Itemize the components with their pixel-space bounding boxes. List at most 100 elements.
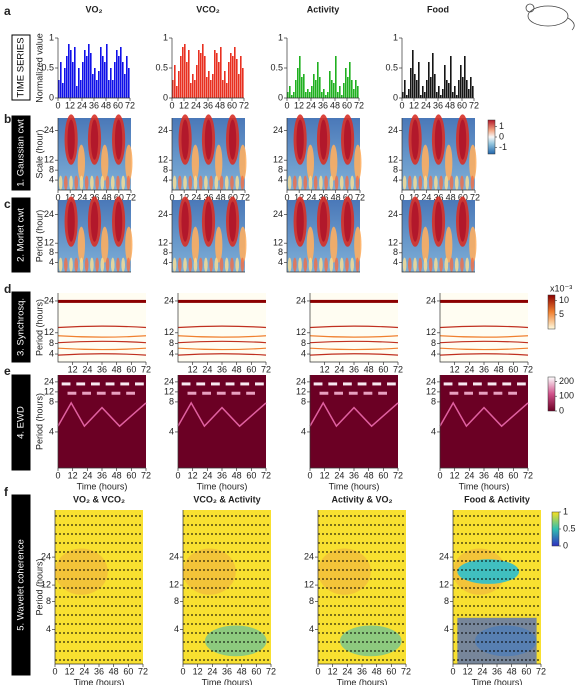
x-tick-label: 36: [492, 666, 502, 676]
x-tick-label: 36: [349, 364, 359, 374]
x-tick-label: 48: [232, 470, 242, 480]
bar: [86, 56, 88, 98]
bar: [456, 95, 458, 98]
row-label-box: [11, 115, 31, 191]
x-tick-label: 24: [79, 666, 89, 676]
heatmap-band: [111, 391, 121, 395]
heatmap-blob: [101, 144, 109, 181]
y-tick-label: 12: [169, 579, 179, 589]
heatmap-blob: [67, 119, 75, 160]
axis: [171, 200, 245, 273]
y-tick-label: 12: [388, 155, 398, 165]
heatmap-blob: [318, 548, 371, 595]
heatmap-blob: [90, 119, 99, 160]
bar: [90, 53, 92, 98]
heatmap-ridge: [177, 340, 267, 344]
x-tick-label: 72: [523, 364, 533, 374]
heatmap-blob: [402, 257, 407, 272]
heatmap-blob: [334, 175, 339, 190]
row-label-box: [11, 291, 31, 363]
x-tick-label: 72: [393, 470, 403, 480]
heatmap-ridge: [178, 299, 266, 303]
heatmap-blob: [188, 257, 193, 272]
bar: [78, 68, 80, 98]
y-tick-label: 8: [278, 165, 283, 175]
x-tick-label: 0: [169, 100, 174, 110]
heatmap-blob: [74, 175, 79, 190]
x-tick-label: 12: [193, 666, 203, 676]
heatmap-blob: [296, 119, 304, 160]
bar: [410, 68, 412, 98]
heatmap-ridge: [57, 340, 147, 344]
bar: [82, 62, 84, 98]
heatmap-band: [82, 391, 91, 395]
row-label: 1. Gaussian cwt: [16, 119, 27, 187]
heatmap-blob: [214, 257, 219, 272]
y-tick-label: 12: [164, 327, 174, 337]
bar: [460, 65, 462, 98]
heatmap-blob: [181, 119, 189, 160]
heatmap-band: [348, 391, 358, 395]
heatmap-blob: [125, 226, 133, 263]
heatmap-blob: [84, 257, 89, 272]
bar: [204, 56, 206, 98]
x-tick-label: 0: [399, 100, 404, 110]
y-tick-label: 12: [439, 579, 449, 589]
heatmap-blob: [90, 175, 94, 190]
x-tick-label: 0: [55, 100, 60, 110]
y-tick-label: 12: [44, 238, 54, 248]
x-tick-label: 0: [55, 192, 60, 202]
y-tick-label: 4: [301, 348, 306, 358]
bar: [307, 89, 309, 98]
row-label: 4. EWD: [16, 406, 27, 439]
colorbar: [487, 119, 496, 155]
x-tick-label: 48: [364, 470, 374, 480]
heatmap-blob: [188, 175, 193, 190]
x-tick-label: 60: [227, 100, 237, 110]
heatmap-ridge: [439, 335, 529, 338]
bar: [305, 92, 307, 98]
bar: [436, 92, 438, 98]
y-tick-label: 12: [44, 386, 54, 396]
y-tick-label: 4: [393, 174, 398, 184]
row-letter: b: [4, 112, 11, 126]
axis: [401, 200, 475, 273]
y-tick-label: 4: [163, 257, 168, 267]
heatmap-blob: [193, 175, 198, 190]
heatmap-blob: [343, 119, 352, 160]
heatmap-blob: [350, 175, 355, 190]
bar: [440, 95, 442, 98]
y-tick-label: 4: [393, 257, 398, 267]
y-tick-label: 4: [278, 174, 283, 184]
heatmap-band: [255, 382, 264, 386]
colorbar-tick-label: 1: [499, 121, 504, 131]
heatmap-blob: [235, 175, 240, 190]
x-tick-label: 72: [239, 100, 249, 110]
heatmap-ridge: [177, 335, 267, 338]
y-tick-label: 8: [393, 165, 398, 175]
bar: [333, 83, 335, 98]
bar: [102, 56, 104, 98]
bar: [214, 50, 216, 98]
bar: [299, 56, 301, 98]
y-tick-label: 1: [278, 32, 283, 42]
column-title: VO₂: [85, 4, 102, 14]
bar: [335, 56, 337, 98]
bar: [408, 89, 410, 98]
y-tick-label: 4: [309, 624, 314, 634]
y-tick-label: 12: [158, 238, 168, 248]
bar: [412, 50, 414, 98]
y-tick-label: 0: [49, 92, 54, 102]
bar: [430, 77, 432, 98]
heatmap-ridge: [309, 340, 399, 344]
x-tick-label: 24: [334, 470, 344, 480]
bar: [462, 77, 464, 98]
heatmap-blob: [191, 144, 200, 181]
column-title: VCO₂: [196, 4, 220, 14]
bar: [418, 62, 420, 98]
x-tick-label: 48: [112, 470, 122, 480]
bar: [347, 77, 349, 98]
x-tick-label: 72: [125, 100, 135, 110]
bar: [466, 80, 468, 98]
